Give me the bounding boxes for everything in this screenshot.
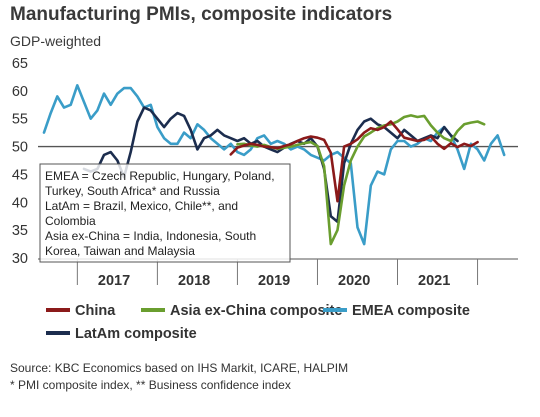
- legend-label: LatAm composite: [75, 326, 197, 342]
- annotation-line: EMEA = Czech Republic, Hungary, Poland,: [45, 169, 275, 183]
- legend-label: EMEA composite: [352, 303, 470, 319]
- annotation-box-frame: [39, 163, 291, 263]
- y-tick-label: 35: [12, 223, 28, 239]
- pmi-line-chart: 30 35 40 45 50 55 60 65 2017 2018 2019 2020 2021 EM…: [12, 56, 518, 342]
- series-line: [82, 106, 459, 224]
- source-line: Source: KBC Economics based on IHS Marki…: [10, 361, 349, 375]
- chart-subtitle: GDP-weighted: [10, 33, 102, 49]
- y-tick-label: 45: [12, 167, 28, 183]
- footnote-line: * PMI composite index, ** Business confi…: [10, 378, 291, 392]
- series-line: [229, 120, 479, 203]
- x-tick-label: 2019: [258, 273, 290, 289]
- annotation-line: Turkey, South Africa* and Russia: [45, 184, 220, 198]
- y-tick-label: 30: [12, 251, 28, 267]
- chart-title: Manufacturing PMIs, composite indicators: [10, 4, 393, 25]
- y-tick-label: 50: [12, 140, 28, 156]
- annotation-box: EMEA = Czech Republic, Hungary, Poland, …: [39, 163, 291, 263]
- y-axis: 30 35 40 45 50 55 60 65: [12, 56, 518, 267]
- legend: China Asia ex-China composite EMEA composi…: [46, 303, 470, 342]
- source-notes: Source: KBC Economics based on IHS Marki…: [10, 360, 348, 394]
- annotation-line: LatAm = Brazil, Mexico, Chile**, and: [45, 199, 238, 213]
- y-tick-label: 65: [12, 56, 28, 72]
- x-axis: 2017 2018 2019 2020 2021: [38, 258, 518, 289]
- annotation-line: Colombia: [45, 214, 96, 228]
- series-layer: [42, 84, 506, 246]
- legend-label: China: [75, 303, 116, 319]
- y-tick-label: 55: [12, 112, 28, 128]
- annotation-line: Korea, Taiwan and Malaysia: [45, 244, 195, 258]
- annotation-line: Asia ex-China = India, Indonesia, South: [45, 229, 256, 243]
- x-tick-label: 2018: [178, 273, 210, 289]
- y-tick-label: 60: [12, 84, 28, 100]
- y-tick-label: 40: [12, 195, 28, 211]
- x-tick-label: 2020: [338, 273, 370, 289]
- x-tick-label: 2017: [98, 273, 130, 289]
- legend-label: Asia ex-China composite: [170, 303, 342, 319]
- x-tick-label: 2021: [418, 273, 450, 289]
